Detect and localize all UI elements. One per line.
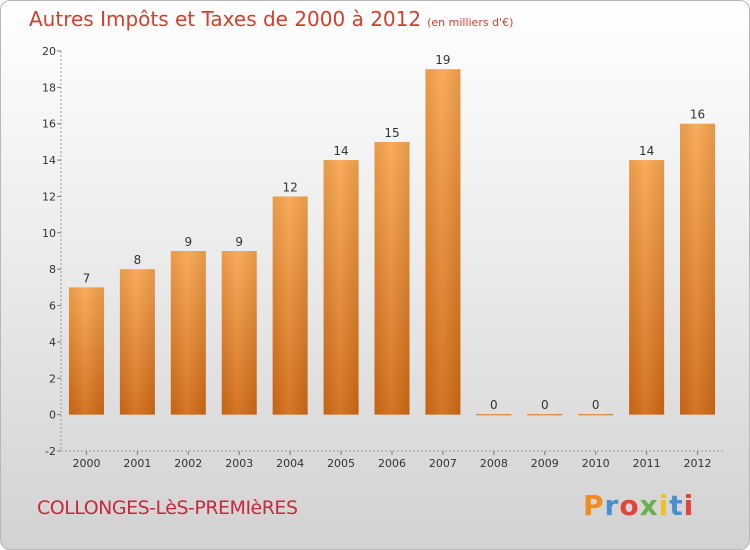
logo-letter: t [669,489,684,522]
x-tick-label: 2008 [480,457,508,470]
data-label: 9 [184,235,192,249]
data-label: 7 [83,271,91,285]
x-tick-label: 2009 [531,457,559,470]
y-tick-label: 18 [42,81,56,94]
data-label: 14 [333,144,348,158]
data-label: 9 [235,235,243,249]
bar-shine [527,414,563,416]
bar-shine [323,160,359,415]
bar-shine [476,414,512,416]
logo-letter: i [683,489,695,522]
chart-unit: (en milliers d'€) [427,16,514,29]
y-tick-label: 8 [49,263,56,276]
data-label: 16 [690,108,705,122]
x-tick-label: 2004 [276,457,304,470]
data-label: 0 [490,398,498,412]
bar-shine [680,123,716,415]
x-tick-label: 2003 [225,457,253,470]
y-tick-label: 16 [42,118,56,131]
y-tick-label: -2 [45,445,56,458]
bar-shine [578,414,614,416]
x-tick-label: 2000 [72,457,100,470]
data-label: 12 [283,180,298,194]
logo-letter: i [658,489,670,522]
bar-shine [68,287,104,415]
data-label: 8 [134,253,142,267]
data-label: 0 [541,398,549,412]
data-label: 19 [435,53,450,67]
y-tick-label: 2 [49,372,56,385]
proxiti-logo[interactable]: Proxiti [583,489,694,522]
commune-name: COLLONGES-LèS-PREMIèRES [37,497,298,519]
bar-shine [221,251,257,415]
x-tick-label: 2007 [429,457,457,470]
logo-letter: o [619,489,640,522]
bar-shine [374,141,410,415]
data-label: 14 [639,144,654,158]
data-label: 15 [384,126,399,140]
data-label: 0 [592,398,600,412]
bar-shine [119,269,155,415]
logo-letter: P [583,489,605,522]
x-tick-label: 2005 [327,457,355,470]
x-tick-label: 2002 [174,457,202,470]
y-tick-label: 14 [42,154,56,167]
y-tick-label: 10 [42,227,56,240]
x-tick-label: 2012 [684,457,712,470]
logo-letter: x [639,489,659,522]
x-tick-label: 2006 [378,457,406,470]
bar-shine [170,251,206,415]
bar-shine [272,196,308,415]
x-tick-label: 2010 [582,457,610,470]
chart-title-text: Autres Impôts et Taxes de 2000 à 2012 [29,7,422,31]
bars [68,69,716,416]
x-tick-label: 2001 [123,457,151,470]
data-labels: 7 8 9 9 12 14 15 19 0 0 0 14 16 [83,53,706,412]
y-tick-label: 6 [49,300,56,313]
y-tick-label: 20 [42,45,56,58]
x-tick-label: 2011 [633,457,661,470]
y-tick-label: 12 [42,190,56,203]
bar-shine [629,160,665,415]
y-tick-label: 0 [49,409,56,422]
logo-letter: r [604,489,620,522]
y-tick-label: 4 [49,336,56,349]
bar-shine [425,69,461,415]
chart-title: Autres Impôts et Taxes de 2000 à 2012 (en… [29,7,513,31]
axes: -2 0 2 4 6 8 10 12 14 16 18 20 2000 2001 2002 2003 2004 2… [42,45,723,470]
